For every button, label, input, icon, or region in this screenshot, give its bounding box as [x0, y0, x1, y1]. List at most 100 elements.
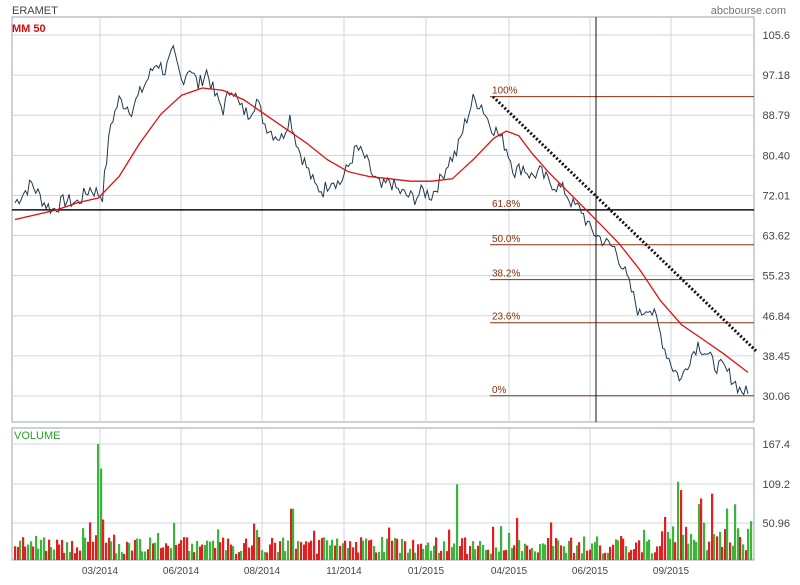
volume-bar [713, 534, 716, 560]
x-tick-label: 06/2015 [572, 566, 609, 577]
volume-bar [547, 538, 550, 560]
volume-bar [256, 529, 259, 560]
volume-title: VOLUME [14, 430, 60, 442]
fibonacci-retracement: 100% 61.8% 50.0% 38.2% 23.6% 0% [12, 17, 754, 422]
volume-bar [279, 541, 282, 560]
volume-bar [331, 539, 334, 560]
volume-bar [37, 548, 40, 560]
volume-bar [391, 540, 394, 560]
volume-bar [516, 517, 519, 560]
volume-bar [531, 547, 534, 560]
volume-bar [173, 522, 176, 560]
volume-bar [222, 537, 225, 560]
volume-bar [22, 537, 25, 560]
volume-bar [401, 539, 404, 560]
volume-bar [620, 536, 623, 560]
volume-bar [336, 538, 339, 560]
volume-bar [672, 526, 675, 560]
x-tick-label: 08/2014 [244, 566, 281, 577]
volume-bar [589, 549, 592, 560]
volume-bar [539, 544, 542, 560]
volume-bar [721, 546, 724, 560]
volume-bars [14, 444, 753, 560]
volume-bar [451, 547, 454, 560]
price-y-tick-label: 97.18 [762, 70, 790, 82]
trendline [491, 95, 758, 352]
volume-bar [412, 539, 415, 560]
volume-bar [602, 553, 605, 560]
volume-bar [30, 541, 33, 560]
volume-bar [521, 550, 524, 560]
volume-bar [162, 547, 165, 560]
volume-bar [464, 537, 467, 560]
volume-bar [219, 542, 222, 560]
volume-bar [321, 537, 324, 560]
downtrend-line [491, 95, 758, 352]
volume-bar [570, 537, 573, 560]
volume-bar [347, 548, 350, 560]
volume-bar [742, 544, 745, 560]
volume-bar [711, 493, 714, 560]
volume-bar [396, 538, 399, 560]
volume-bar [284, 551, 287, 560]
volume-bar [477, 545, 480, 560]
volume-bar [243, 543, 246, 560]
price-y-tick-label: 38.45 [762, 351, 790, 363]
volume-bar [479, 540, 482, 560]
volume-bar [495, 547, 498, 560]
volume-bar [427, 542, 430, 560]
volume-bar [599, 545, 602, 560]
x-tick-label: 04/2015 [491, 566, 528, 577]
volume-bar [329, 545, 332, 560]
volume-bar [651, 553, 654, 560]
volume-bar [43, 537, 46, 560]
volume-bar [342, 543, 345, 560]
volume-bar [485, 550, 488, 560]
volume-bar [92, 541, 95, 560]
volume-bar [212, 540, 215, 560]
volume-bar [737, 528, 740, 560]
volume-bar [74, 553, 77, 560]
volume-bar [365, 538, 368, 560]
volume-bar [552, 545, 555, 560]
volume-bar [35, 535, 38, 560]
x-tick-label: 03/2014 [82, 566, 119, 577]
volume-bar [141, 551, 144, 560]
volume-bar [209, 541, 212, 560]
volume-bar [334, 545, 337, 560]
volume-bar [555, 538, 558, 560]
volume-bar [100, 468, 103, 560]
volume-bar [708, 541, 711, 560]
fib-level-label: 38.2% [492, 269, 520, 280]
volume-bar [368, 540, 371, 560]
volume-bar [32, 546, 35, 560]
volume-bar [511, 548, 514, 560]
volume-bar [529, 549, 532, 560]
volume-bar [178, 543, 181, 560]
volume-bar [193, 552, 196, 560]
volume-bar [186, 537, 189, 560]
volume-bar [487, 549, 490, 560]
volume-bar [48, 539, 51, 560]
volume-y-tick-label: 109.2 [762, 479, 790, 491]
volume-bar [53, 549, 56, 560]
volume-bar [381, 536, 384, 560]
indicator-label: MM 50 [12, 23, 46, 35]
price-y-axis: 105.6 97.18 88.79 80.40 72.01 63.62 55.23 46.84… [762, 30, 790, 403]
volume-bar [565, 552, 568, 560]
volume-bar [700, 498, 703, 560]
volume-bar [204, 544, 207, 560]
source-label: abcbourse.com [711, 5, 786, 17]
volume-bar [625, 546, 628, 560]
volume-bar [414, 552, 417, 560]
volume-bar [251, 545, 254, 560]
volume-bar [633, 549, 636, 560]
volume-bar [394, 538, 397, 560]
volume-bar [349, 541, 352, 560]
volume-bar [76, 547, 79, 560]
volume-bar [282, 537, 285, 560]
volume-bar [685, 526, 688, 560]
volume-bar [261, 550, 264, 560]
volume-bar [63, 552, 66, 560]
volume-bar [635, 542, 638, 560]
